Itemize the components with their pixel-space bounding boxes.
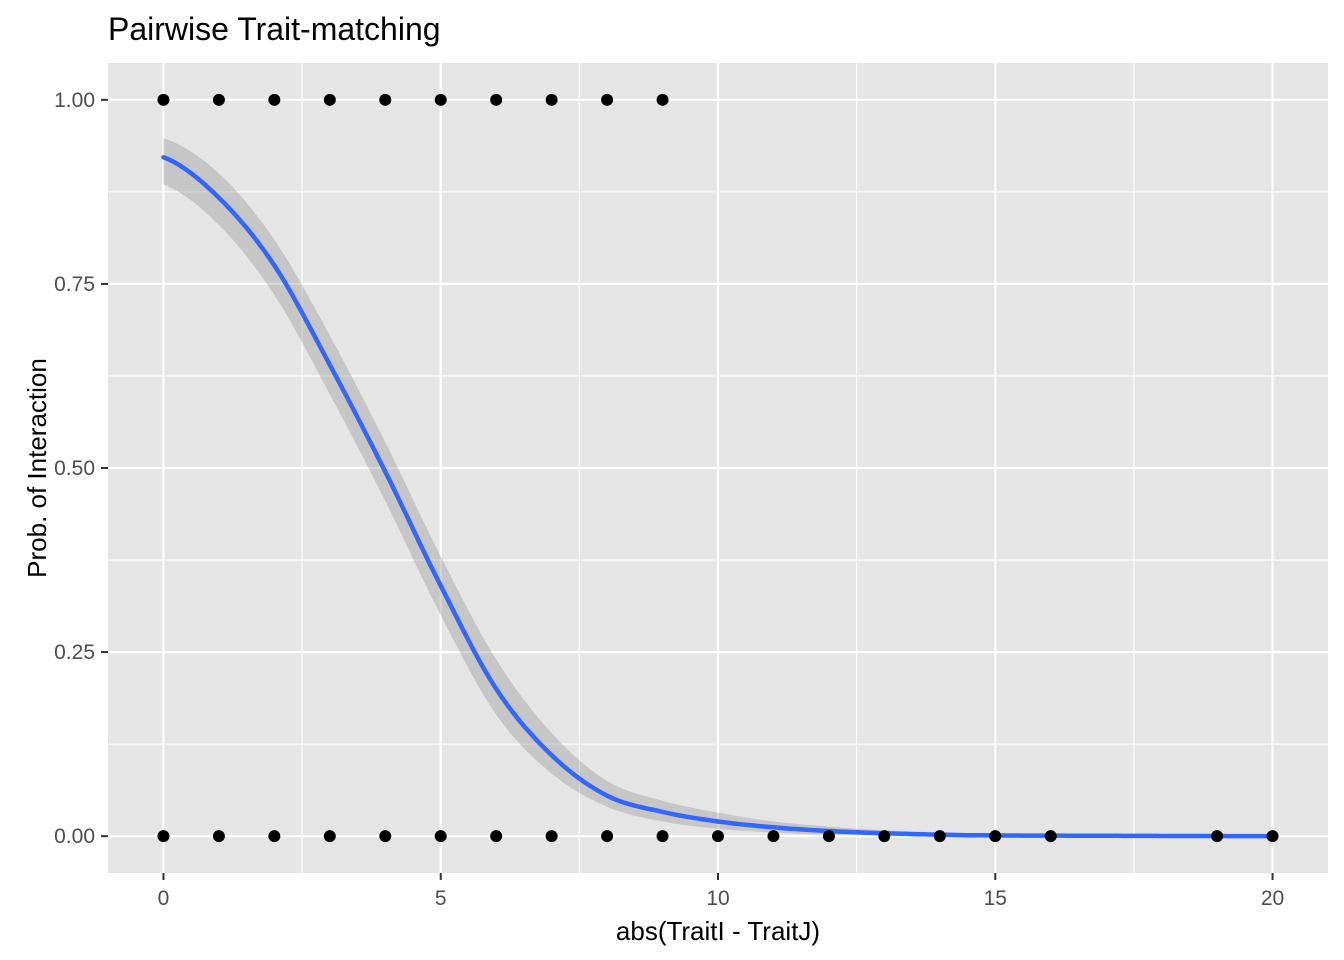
- confidence-ribbon: [163, 138, 1273, 837]
- data-point: [268, 93, 281, 106]
- confidence-band: [163, 138, 1273, 837]
- y-tick-label: 0.00: [54, 825, 95, 848]
- data-point: [268, 830, 281, 843]
- x-tick-label: 10: [706, 887, 729, 910]
- data-point: [933, 830, 946, 843]
- data-point: [601, 830, 614, 843]
- data-point: [490, 830, 503, 843]
- data-point: [212, 93, 225, 106]
- data-point: [434, 830, 447, 843]
- y-tick-label: 0.25: [54, 641, 95, 664]
- data-point: [212, 830, 225, 843]
- data-point: [323, 830, 336, 843]
- data-point: [434, 93, 447, 106]
- data-point: [989, 830, 1002, 843]
- data-point: [157, 830, 170, 843]
- data-point: [323, 93, 336, 106]
- data-points: [157, 93, 1279, 843]
- data-point: [157, 93, 170, 106]
- x-tick-label: 15: [984, 887, 1007, 910]
- fit-curve: [161, 155, 1275, 839]
- data-point: [1044, 830, 1057, 843]
- data-point: [1211, 830, 1224, 843]
- data-point: [656, 830, 669, 843]
- data-point: [490, 93, 503, 106]
- x-axis-title: abs(TraitI - TraitJ): [616, 916, 820, 946]
- fit-line: [161, 155, 1275, 839]
- data-point: [822, 830, 835, 843]
- x-tick-label: 20: [1261, 887, 1284, 910]
- data-point: [878, 830, 891, 843]
- data-point: [1266, 830, 1279, 843]
- data-point: [767, 830, 780, 843]
- x-tick-label: 0: [158, 887, 170, 910]
- y-tick-label: 0.75: [54, 273, 95, 296]
- x-axis: 0 5 10 15 20: [158, 873, 1284, 910]
- y-tick-label: 0.50: [54, 457, 95, 480]
- x-tick-label: 5: [435, 887, 447, 910]
- y-tick-label: 1.00: [54, 89, 95, 112]
- y-axis-title: Prob. of Interaction: [22, 358, 52, 578]
- data-point: [545, 93, 558, 106]
- y-axis: 0.00 0.25 0.50 0.75 1.00: [54, 89, 108, 848]
- data-point: [712, 830, 724, 843]
- data-point: [601, 93, 614, 106]
- chart-title: Pairwise Trait-matching: [108, 11, 441, 47]
- data-point: [545, 830, 558, 843]
- data-point: [656, 93, 669, 106]
- data-point: [379, 93, 392, 106]
- data-point: [379, 830, 392, 843]
